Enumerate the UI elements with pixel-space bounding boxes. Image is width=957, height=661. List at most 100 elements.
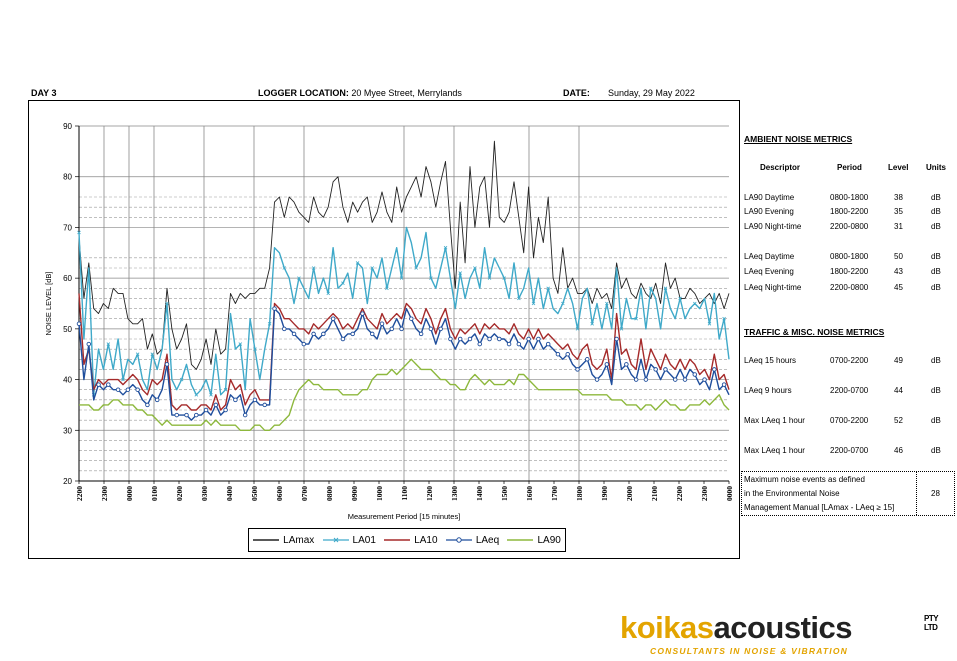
laeq-point bbox=[321, 331, 326, 337]
laeq-point bbox=[330, 316, 336, 321]
la01-point bbox=[429, 276, 433, 280]
col-units: Units bbox=[926, 163, 946, 172]
laeq-point bbox=[428, 326, 434, 332]
logo-tagline: CONSULTANTS IN NOISE & VIBRATION bbox=[650, 646, 849, 656]
y-tick-label: 20 bbox=[63, 477, 72, 486]
traffic-title: TRAFFIC & MISC. NOISE METRICS bbox=[744, 327, 885, 337]
la01-point bbox=[531, 301, 536, 306]
laeq-point bbox=[555, 351, 561, 357]
laeq-point bbox=[311, 331, 316, 337]
la01-point bbox=[135, 352, 140, 356]
laeq-point bbox=[125, 387, 131, 392]
series-line-la90 bbox=[79, 358, 730, 431]
la01-point bbox=[443, 245, 448, 250]
legend-label: LAmax bbox=[283, 534, 315, 546]
date-value: Sunday, 29 May 2022 bbox=[608, 88, 695, 98]
x-tick-label: 2200 bbox=[75, 486, 84, 501]
la01-point bbox=[370, 266, 375, 270]
legend-swatch bbox=[507, 539, 534, 541]
laeq-point bbox=[702, 377, 707, 382]
laeq-point bbox=[663, 367, 668, 372]
la01-point bbox=[253, 347, 257, 351]
laeq-point bbox=[203, 407, 209, 413]
la01-point bbox=[605, 301, 609, 306]
la01-point bbox=[487, 276, 492, 280]
la01-point bbox=[414, 266, 419, 270]
ambient-row-period: 1800-2200 bbox=[830, 267, 869, 276]
traffic-row-descriptor: Max LAeq 1 hour bbox=[744, 416, 805, 425]
laeq-point bbox=[545, 341, 551, 347]
ambient-row-period: 1800-2200 bbox=[830, 207, 869, 216]
x-tick-label: 2200 bbox=[675, 486, 684, 501]
traffic-row-level: 46 bbox=[894, 446, 903, 455]
la01-point bbox=[707, 322, 712, 326]
la01-point bbox=[209, 393, 213, 397]
laeq-point bbox=[457, 336, 463, 342]
laeq-point bbox=[262, 402, 267, 408]
laeq-point bbox=[526, 336, 531, 342]
col-period: Period bbox=[837, 163, 862, 172]
x-tick-label: 0000 bbox=[725, 486, 734, 501]
laeq-point bbox=[399, 326, 404, 332]
ambient-row-level: 38 bbox=[894, 193, 903, 202]
laeq-point bbox=[575, 367, 580, 372]
ambient-row-level: 43 bbox=[894, 267, 903, 276]
la01-point bbox=[590, 322, 594, 326]
x-tick-label: 1800 bbox=[575, 486, 584, 501]
la01-point bbox=[326, 291, 331, 296]
la01-point bbox=[546, 286, 550, 291]
la01-point bbox=[502, 276, 506, 280]
ambient-row-units: dB bbox=[931, 252, 941, 261]
la01-point bbox=[179, 377, 184, 382]
y-tick-label: 60 bbox=[63, 274, 72, 283]
legend-label: LAeq bbox=[475, 534, 500, 546]
x-tick-label: 1900 bbox=[600, 486, 609, 501]
laeq-point bbox=[438, 326, 443, 332]
laeq-point bbox=[369, 331, 375, 337]
y-tick-label: 50 bbox=[63, 325, 72, 334]
traffic-row-period: 2200-0700 bbox=[830, 386, 869, 395]
location-label: LOGGER LOCATION: bbox=[258, 88, 349, 98]
la01-point bbox=[619, 327, 624, 331]
x-tick-label: 0200 bbox=[175, 486, 184, 501]
ambient-row-period: 0800-1800 bbox=[830, 193, 869, 202]
legend-swatch bbox=[384, 539, 411, 541]
laeq-point bbox=[604, 362, 610, 367]
location-value: 20 Myee Street, Merrylands bbox=[351, 88, 462, 98]
laeq-point bbox=[643, 377, 649, 382]
laeq-point bbox=[350, 331, 355, 337]
x-tick-label: 1400 bbox=[475, 486, 484, 501]
laeq-point bbox=[360, 311, 365, 316]
traffic-row-units: dB bbox=[931, 356, 941, 365]
laeq-point bbox=[389, 326, 395, 332]
max-events-line2: in the Environmental Noise bbox=[744, 489, 840, 498]
la01-point bbox=[575, 327, 580, 331]
y-tick-label: 30 bbox=[63, 426, 72, 435]
x-tick-label: 2000 bbox=[625, 486, 634, 501]
la01-point bbox=[238, 342, 243, 346]
legend-item: LA90 bbox=[507, 535, 561, 546]
la01-point bbox=[77, 230, 81, 235]
laeq-point bbox=[565, 351, 570, 357]
laeq-point bbox=[301, 341, 307, 347]
laeq-point bbox=[96, 382, 101, 387]
col-descriptor: Descriptor bbox=[760, 163, 801, 172]
ambient-title: AMBIENT NOISE METRICS bbox=[744, 134, 853, 144]
ambient-row-units: dB bbox=[931, 207, 941, 216]
max-events-value: 28 bbox=[931, 489, 940, 498]
ambient-row-units: dB bbox=[931, 283, 941, 292]
legend-swatch bbox=[445, 537, 472, 543]
laeq-point bbox=[692, 372, 698, 377]
la01-point bbox=[561, 301, 565, 306]
la01-point bbox=[693, 301, 697, 306]
logo-koikas: koikas bbox=[620, 610, 714, 645]
legend-swatch bbox=[322, 537, 349, 543]
logo-pty: PTY bbox=[924, 614, 939, 623]
laeq-point bbox=[291, 331, 297, 337]
company-logo: koikasacoustics PTY LTD bbox=[620, 610, 939, 645]
y-tick-label: 70 bbox=[63, 223, 72, 232]
ambient-row-descriptor: LA90 Evening bbox=[744, 207, 794, 216]
laeq-point bbox=[536, 336, 541, 342]
laeq-point bbox=[252, 397, 258, 403]
la01-point bbox=[194, 393, 199, 397]
